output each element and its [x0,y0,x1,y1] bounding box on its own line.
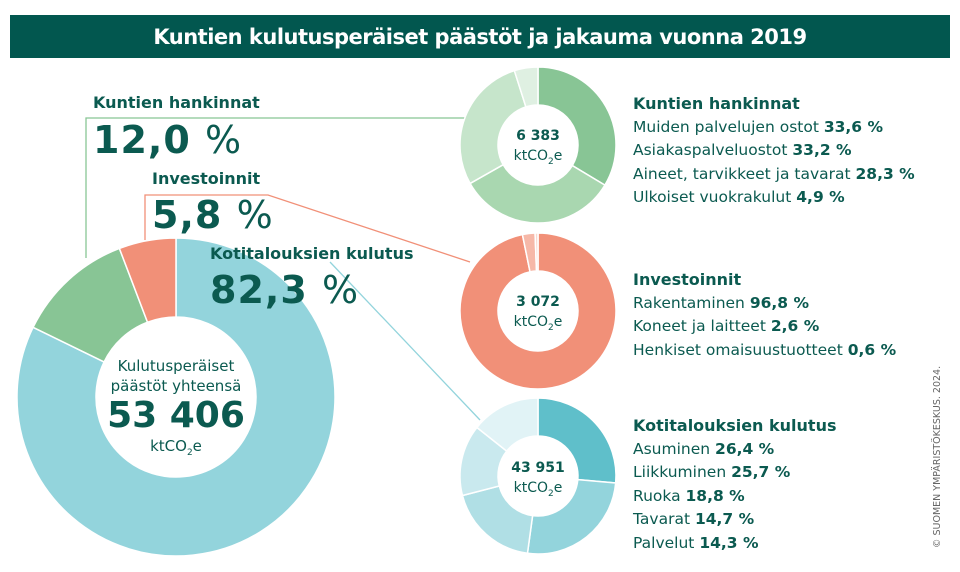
legend-value: 26,4 % [715,439,775,458]
legend-label: Henkiset omaisuustuotteet [633,340,848,359]
legend-label: Muiden palvelujen ostot [633,117,824,136]
legend-title: Kotitalouksien kulutus [633,416,837,435]
value: 82,3 [210,268,308,312]
legend-label: Koneet ja laitteet [633,317,771,335]
legend-item: Henkiset omaisuustuotteet 0,6 % [633,339,896,363]
legend-item: Asuminen 26,4 % [633,438,836,462]
value-investoinnit: 5,8 % [152,193,274,237]
center-label-2: päästöt yhteensä [110,377,242,395]
total-value: 3 072 [516,294,560,310]
legend-value: 33,6 % [823,117,884,136]
legend-value: 33,2 % [792,141,852,159]
legend-item: Aineet, tarvikkeet ja tavarat 28,3 % [633,163,915,187]
connector-hankinnat [85,117,470,258]
hankinnat-slice-3 [513,66,539,108]
legend-value: 96,8 % [749,293,809,312]
unit: ktCO2e [513,314,563,333]
legend-label: Asiakaspalveluostot [633,141,793,159]
unit: ktCO2e [150,437,202,458]
hankinnat-slice-2 [459,69,527,185]
legend-value: 4,9 % [796,188,845,206]
total-slice-0 [16,237,336,557]
label-kotitaloudet: Kotitalouksien kulutus [210,244,414,263]
value: 5,8 [152,193,223,237]
kotitaloudet-slice-1 [526,478,617,555]
pct: % [322,268,360,312]
legend-label: Asuminen [633,439,716,458]
legend-label: Aineet, tarvikkeet ja tavarat [633,164,856,183]
copyright: © SUOMEN YMPÄRISTÖKESKUS. 2024. [932,365,943,548]
total-center: Kulutusperäiset päästöt yhteensä 53 406 … [96,356,256,463]
legend-value: 28,3 % [855,164,915,183]
legend-item: Koneet ja laitteet 2,6 % [633,315,896,339]
legend-label: Liikkuminen [633,463,732,481]
legend-label: Tavarat [633,510,695,528]
legend-title: Kuntien hankinnat [633,94,800,113]
label-investoinnit: Investoinnit [152,169,261,188]
legend-item: Ruoka 18,8 % [633,485,836,509]
investoinnit-slice-0 [459,232,617,390]
center-hankinnat: 6 383 ktCO2e [498,126,578,172]
legend-value: 2,6 % [770,317,820,335]
hankinnat-slice-1 [469,163,606,224]
label-hankinnat: Kuntien hankinnat [93,93,260,112]
legend-item: Asiakaspalveluostot 33,2 % [633,139,915,163]
legend-label: Ruoka [633,486,686,505]
value-kotitaloudet: 82,3 % [210,268,359,312]
total-slice-2 [118,237,177,324]
center-investoinnit: 3 072 ktCO2e [498,292,578,338]
legend-investoinnit: Investoinnit Rakentaminen 96,8 % Koneet ja… [633,268,896,362]
total-value: 6 383 [516,128,560,144]
legend-label: Palvelut [633,533,700,552]
legend-kotitaloudet: Kotitalouksien kulutus Asuminen 26,4 % Lii… [633,414,836,555]
legend-item: Palvelut 14,3 % [633,532,836,556]
value-hankinnat: 12,0 % [93,118,242,162]
kotitaloudet-slice-4 [475,397,539,453]
legend-item: Ulkoiset vuokrakulut 4,9 % [633,186,915,210]
pct: % [236,193,274,237]
legend-item: Muiden palvelujen ostot 33,6 % [633,116,915,140]
legend-label: Rakentaminen [633,293,750,312]
legend-value: 25,7 % [731,463,791,481]
legend-value: 14,3 % [699,533,759,552]
center-kotitaloudet: 43 951 ktCO2e [498,458,578,504]
legend-title: Investoinnit [633,270,742,289]
unit: ktCO2e [513,480,563,499]
value: 12,0 [93,118,191,162]
connector-kotitaloudet [329,261,481,421]
unit: ktCO2e [513,148,563,167]
legend-item: Rakentaminen 96,8 % [633,292,896,316]
center-label-1: Kulutusperäiset [117,357,235,375]
total-value: 53 406 [107,395,245,436]
legend-hankinnat: Kuntien hankinnat Muiden palvelujen ostot… [633,92,915,210]
kotitaloudet-slice-0 [537,397,617,484]
legend-item: Tavarat 14,7 % [633,508,836,532]
title-bar: Kuntien kulutusperäiset päästöt ja jakau… [10,15,950,58]
legend-label: Ulkoiset vuokrakulut [633,188,797,206]
hankinnat-slice-0 [537,66,617,187]
legend-value: 14,7 % [694,510,755,528]
legend-value: 0,6 % [847,340,897,359]
legend-value: 18,8 % [685,486,745,505]
total-value: 43 951 [511,460,565,476]
pct: % [205,118,243,162]
legend-item: Liikkuminen 25,7 % [633,461,836,485]
connector-investoinnit [144,194,471,263]
investoinnit-slice-2 [534,232,539,272]
